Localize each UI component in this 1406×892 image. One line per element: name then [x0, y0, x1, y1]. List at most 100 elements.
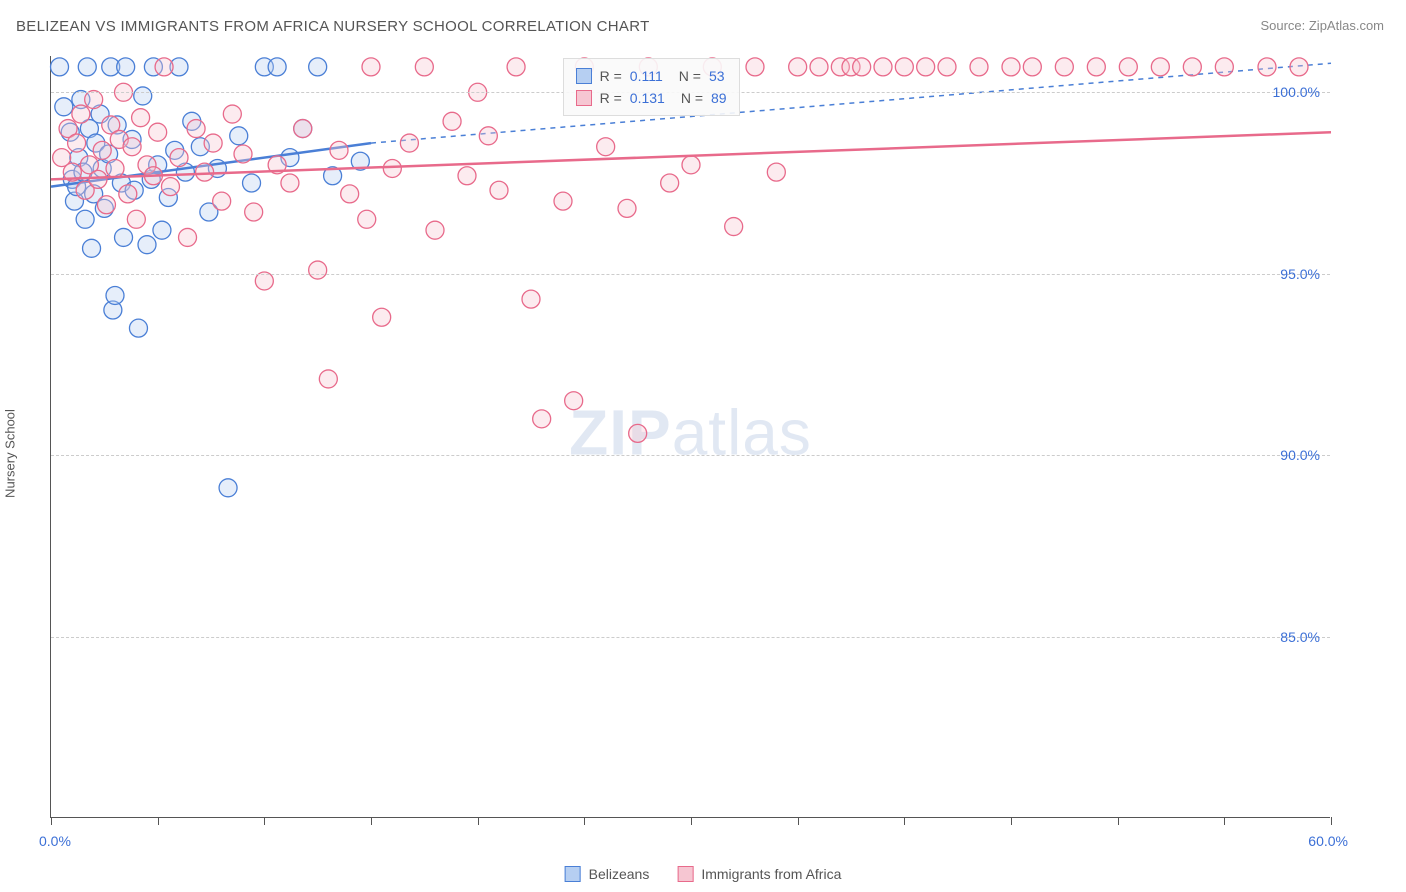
x-axis-min-label: 0.0% — [39, 833, 71, 849]
data-point — [76, 210, 94, 228]
legend-swatch — [677, 866, 693, 882]
r-label: R = — [600, 65, 622, 87]
data-point — [319, 370, 337, 388]
data-point — [72, 105, 90, 123]
data-point — [682, 156, 700, 174]
x-tick — [584, 817, 585, 825]
r-label: R = — [600, 87, 622, 109]
data-point — [219, 479, 237, 497]
data-point — [230, 127, 248, 145]
correlation-row: R =0.111N =53 — [576, 65, 727, 87]
data-point — [1290, 58, 1308, 76]
legend-item: Belizeans — [565, 866, 650, 882]
data-point — [1119, 58, 1137, 76]
data-point — [138, 236, 156, 254]
n-label: N = — [679, 65, 701, 87]
data-point — [268, 58, 286, 76]
data-point — [55, 98, 73, 116]
data-point — [196, 163, 214, 181]
gridline — [51, 637, 1330, 638]
data-point — [330, 141, 348, 159]
data-point — [123, 138, 141, 156]
data-point — [245, 203, 263, 221]
data-point — [93, 141, 111, 159]
data-point — [129, 319, 147, 337]
x-axis-max-label: 60.0% — [1308, 833, 1348, 849]
data-point — [507, 58, 525, 76]
data-point — [51, 58, 69, 76]
data-point — [490, 181, 508, 199]
data-point — [533, 410, 551, 428]
data-point — [373, 308, 391, 326]
plot-area: ZIPatlas 85.0%90.0%95.0%100.0%0.0%60.0%R… — [50, 56, 1330, 818]
data-point — [1002, 58, 1020, 76]
data-point — [149, 123, 167, 141]
data-point — [618, 199, 636, 217]
data-point — [97, 196, 115, 214]
data-point — [204, 134, 222, 152]
data-point — [132, 109, 150, 127]
n-label: N = — [681, 87, 703, 109]
y-tick-label: 85.0% — [1280, 629, 1320, 645]
legend-label: Belizeans — [589, 866, 650, 882]
data-point — [458, 167, 476, 185]
data-point — [106, 159, 124, 177]
data-point — [153, 221, 171, 239]
data-point — [155, 58, 173, 76]
data-point — [661, 174, 679, 192]
n-value: 53 — [709, 65, 725, 87]
data-point — [789, 58, 807, 76]
y-tick-label: 100.0% — [1273, 84, 1320, 100]
data-point — [1087, 58, 1105, 76]
y-tick-label: 90.0% — [1280, 447, 1320, 463]
source-label: Source: ZipAtlas.com — [1260, 18, 1384, 33]
data-point — [522, 290, 540, 308]
data-point — [309, 261, 327, 279]
y-tick-label: 95.0% — [1280, 266, 1320, 282]
x-tick — [51, 817, 52, 825]
gridline — [51, 274, 1330, 275]
data-point — [234, 145, 252, 163]
gridline — [51, 455, 1330, 456]
data-point — [426, 221, 444, 239]
data-point — [243, 174, 261, 192]
data-point — [281, 174, 299, 192]
data-point — [554, 192, 572, 210]
data-point — [970, 58, 988, 76]
data-point — [597, 138, 615, 156]
data-point — [565, 392, 583, 410]
x-tick — [371, 817, 372, 825]
data-point — [895, 58, 913, 76]
data-point — [68, 134, 86, 152]
bottom-legend: Belizeans Immigrants from Africa — [565, 866, 842, 882]
n-value: 89 — [711, 87, 727, 109]
data-point — [294, 120, 312, 138]
data-point — [213, 192, 231, 210]
data-point — [134, 87, 152, 105]
data-point — [119, 185, 137, 203]
legend-item: Immigrants from Africa — [677, 866, 841, 882]
correlation-row: R =0.131N =89 — [576, 87, 727, 109]
data-point — [309, 58, 327, 76]
data-point — [89, 170, 107, 188]
data-point — [1151, 58, 1169, 76]
x-tick — [798, 817, 799, 825]
data-point — [746, 58, 764, 76]
x-tick — [1224, 817, 1225, 825]
x-tick — [478, 817, 479, 825]
chart-title: BELIZEAN VS IMMIGRANTS FROM AFRICA NURSE… — [16, 18, 650, 35]
data-point — [117, 58, 135, 76]
x-tick — [1118, 817, 1119, 825]
data-point — [187, 120, 205, 138]
legend-swatch — [576, 90, 592, 106]
x-tick — [691, 817, 692, 825]
data-point — [1023, 58, 1041, 76]
data-point — [383, 159, 401, 177]
data-point — [83, 239, 101, 257]
legend-swatch — [576, 68, 592, 84]
plot-svg — [51, 56, 1330, 817]
data-point — [223, 105, 241, 123]
legend-swatch — [565, 866, 581, 882]
data-point — [341, 185, 359, 203]
data-point — [1215, 58, 1233, 76]
